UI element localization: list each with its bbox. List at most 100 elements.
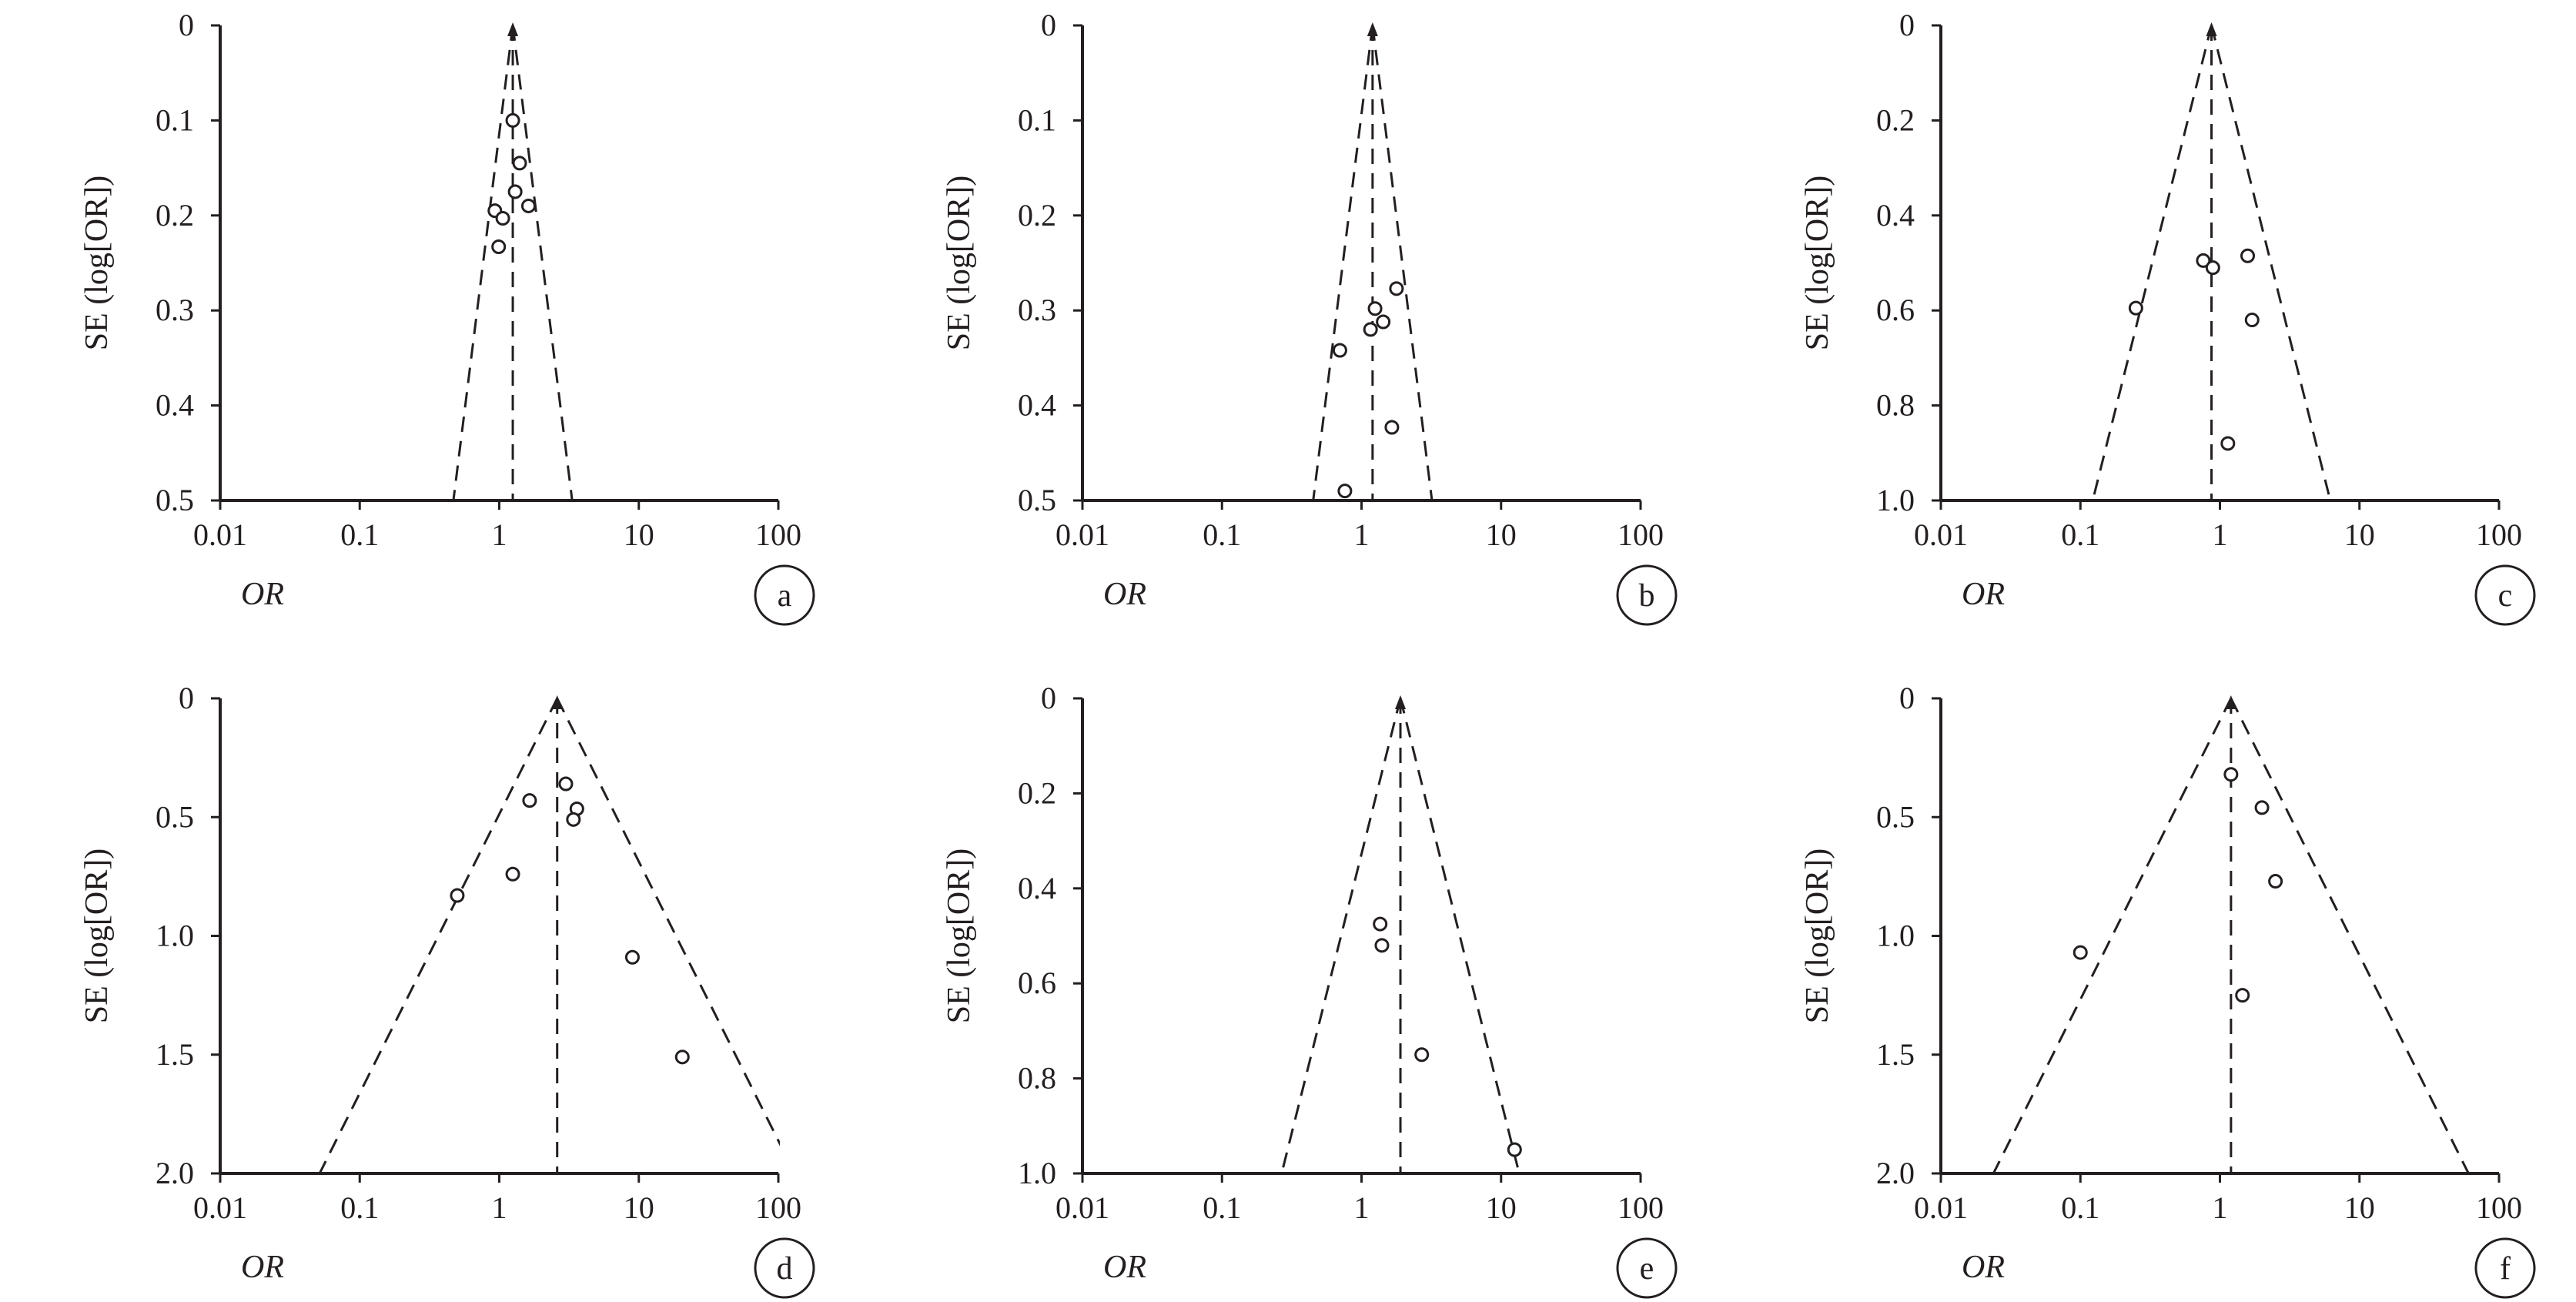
y-tick-label: 0.8	[1876, 388, 1915, 423]
y-tick-label: 0.5	[1876, 799, 1915, 834]
study-point	[1367, 301, 1383, 316]
funnel-panel-b: 0 0.1 0.2 0.3 0.4 0.50.01 0.1 1 10 100 OR SE (log[O…	[942, 8, 1678, 626]
funnel-apex-marker	[1395, 695, 1407, 709]
funnel-apex-marker	[2225, 695, 2236, 709]
y-tick-label: 1.0	[1018, 1156, 1056, 1190]
y-axis-title: SE (log[OR])	[1800, 848, 1835, 1023]
funnel-panel-e: 0 0.2 0.4 0.6 0.8 1.00.01 0.1 1 10 100 OR SE (log[O…	[942, 681, 1678, 1299]
study-point	[505, 112, 520, 128]
x-tick-label: 0.01	[1055, 1190, 1109, 1225]
study-point	[1414, 1047, 1430, 1063]
x-tick-label: 10	[1486, 517, 1517, 552]
y-tick-label: 0	[1899, 681, 1915, 715]
funnel-lines	[452, 25, 574, 500]
funnel-panel-d: 0 0.5 1.0 1.5 2.00.01 0.1 1 10 100 OR SE (log[OR])…	[79, 681, 815, 1299]
funnel-panel-c: 0 0.2 0.4 0.6 0.8 1.00.01 0.1 1 10 100 OR SE (log[O…	[1800, 8, 2536, 626]
funnel-right-limit	[511, 25, 574, 500]
x-tick-label: 0.1	[340, 517, 379, 552]
x-tick-label: 0.1	[1203, 517, 1241, 552]
funnel-apex-marker	[551, 695, 563, 709]
panel-badge-label: b	[1639, 578, 1655, 614]
study-point	[1373, 916, 1388, 932]
y-tick-label: 0.3	[1018, 293, 1056, 327]
x-tick-label: 100	[755, 517, 801, 552]
x-axis-title: OR	[1962, 577, 2005, 612]
x-tick-label: 1	[1354, 1190, 1370, 1225]
funnel-lines	[2091, 25, 2332, 500]
x-tick-label: 10	[624, 1190, 654, 1225]
x-tick-label: 0.01	[1914, 1190, 1968, 1225]
study-point	[2073, 945, 2088, 960]
y-tick-label: 0.3	[156, 293, 194, 327]
x-axis-title: OR	[241, 1250, 284, 1285]
y-axis-title: SE (log[OR])	[1800, 176, 1835, 350]
funnel-panel-a: 0 0.1 0.2 0.3 0.4 0.50.01 0.1 1 10 100 OR SE (log[O…	[79, 8, 815, 626]
panel-badge	[1616, 564, 1678, 626]
y-tick-label: 1.0	[1876, 919, 1915, 953]
study-point	[505, 866, 520, 882]
y-tick-label: 0.5	[156, 483, 194, 517]
funnel-right-limit	[2210, 25, 2332, 500]
study-point	[2268, 874, 2283, 889]
study-point	[1384, 420, 1400, 435]
y-tick-label: 0.2	[156, 198, 194, 233]
y-tick-label: 0.6	[1876, 293, 1915, 327]
panel-badge	[1616, 1237, 1678, 1299]
y-tick-label: 0.8	[1018, 1061, 1056, 1096]
y-tick-label: 0.6	[1018, 966, 1056, 1000]
x-tick-label: 100	[2476, 1190, 2522, 1225]
panel-badge-label: a	[778, 578, 792, 614]
study-point	[1332, 343, 1347, 358]
x-tick-label: 1	[2213, 517, 2228, 552]
study-point	[522, 793, 537, 808]
funnel-lines	[1280, 698, 1521, 1173]
x-tick-label: 100	[2476, 517, 2522, 552]
panel-badge-label: e	[1640, 1251, 1654, 1287]
x-tick-label: 0.1	[340, 1190, 379, 1225]
y-axis-title: SE (log[OR])	[79, 176, 115, 350]
panel-badge-label: d	[777, 1251, 793, 1287]
y-tick-label: 0.4	[1876, 198, 1915, 233]
y-tick-label: 0	[1041, 8, 1056, 42]
x-tick-label: 1	[2213, 1190, 2228, 1225]
study-point	[1363, 322, 1378, 337]
funnel-right-limit	[1371, 25, 1434, 500]
study-point	[2196, 253, 2211, 268]
funnel-lines	[318, 698, 780, 1173]
panel-badge	[754, 1237, 815, 1299]
study-point	[624, 949, 640, 965]
x-tick-label: 1	[1354, 517, 1370, 552]
x-tick-label: 100	[1618, 1190, 1664, 1225]
y-tick-label: 0.2	[1018, 198, 1056, 233]
study-point	[2205, 260, 2220, 276]
y-tick-label: 2.0	[156, 1156, 194, 1190]
panel-badge-label: c	[2498, 578, 2513, 614]
x-tick-label: 100	[755, 1190, 801, 1225]
funnel-left-limit	[452, 25, 514, 500]
funnel-panel-f: 0 0.5 1.0 1.5 2.00.01 0.1 1 10 100 OR SE (log[OR])…	[1800, 681, 2536, 1299]
funnel-right-limit	[556, 698, 780, 1146]
x-axis-title: OR	[241, 577, 284, 612]
x-axis-title: OR	[1103, 1250, 1146, 1285]
y-axis-title: SE (log[OR])	[79, 848, 115, 1023]
y-tick-label: 0.1	[1018, 102, 1056, 137]
y-tick-label: 0	[1899, 8, 1915, 42]
study-point	[1374, 938, 1390, 953]
study-point	[2254, 800, 2270, 815]
y-tick-label: 0.2	[1876, 102, 1915, 137]
panel-badge	[2474, 1237, 2536, 1299]
study-point	[507, 184, 523, 199]
y-tick-label: 0.4	[1018, 871, 1056, 905]
study-point	[2235, 988, 2250, 1003]
y-tick-label: 0.4	[1018, 388, 1056, 423]
funnel-left-limit	[1992, 698, 2233, 1173]
y-tick-label: 1.0	[1876, 483, 1915, 517]
y-tick-label: 2.0	[1876, 1156, 1915, 1190]
panel-badge	[2474, 564, 2536, 626]
study-point	[1389, 281, 1404, 296]
y-tick-label: 1.5	[156, 1037, 194, 1072]
y-tick-label: 0	[179, 8, 194, 42]
x-tick-label: 10	[624, 517, 654, 552]
study-point	[495, 211, 510, 226]
